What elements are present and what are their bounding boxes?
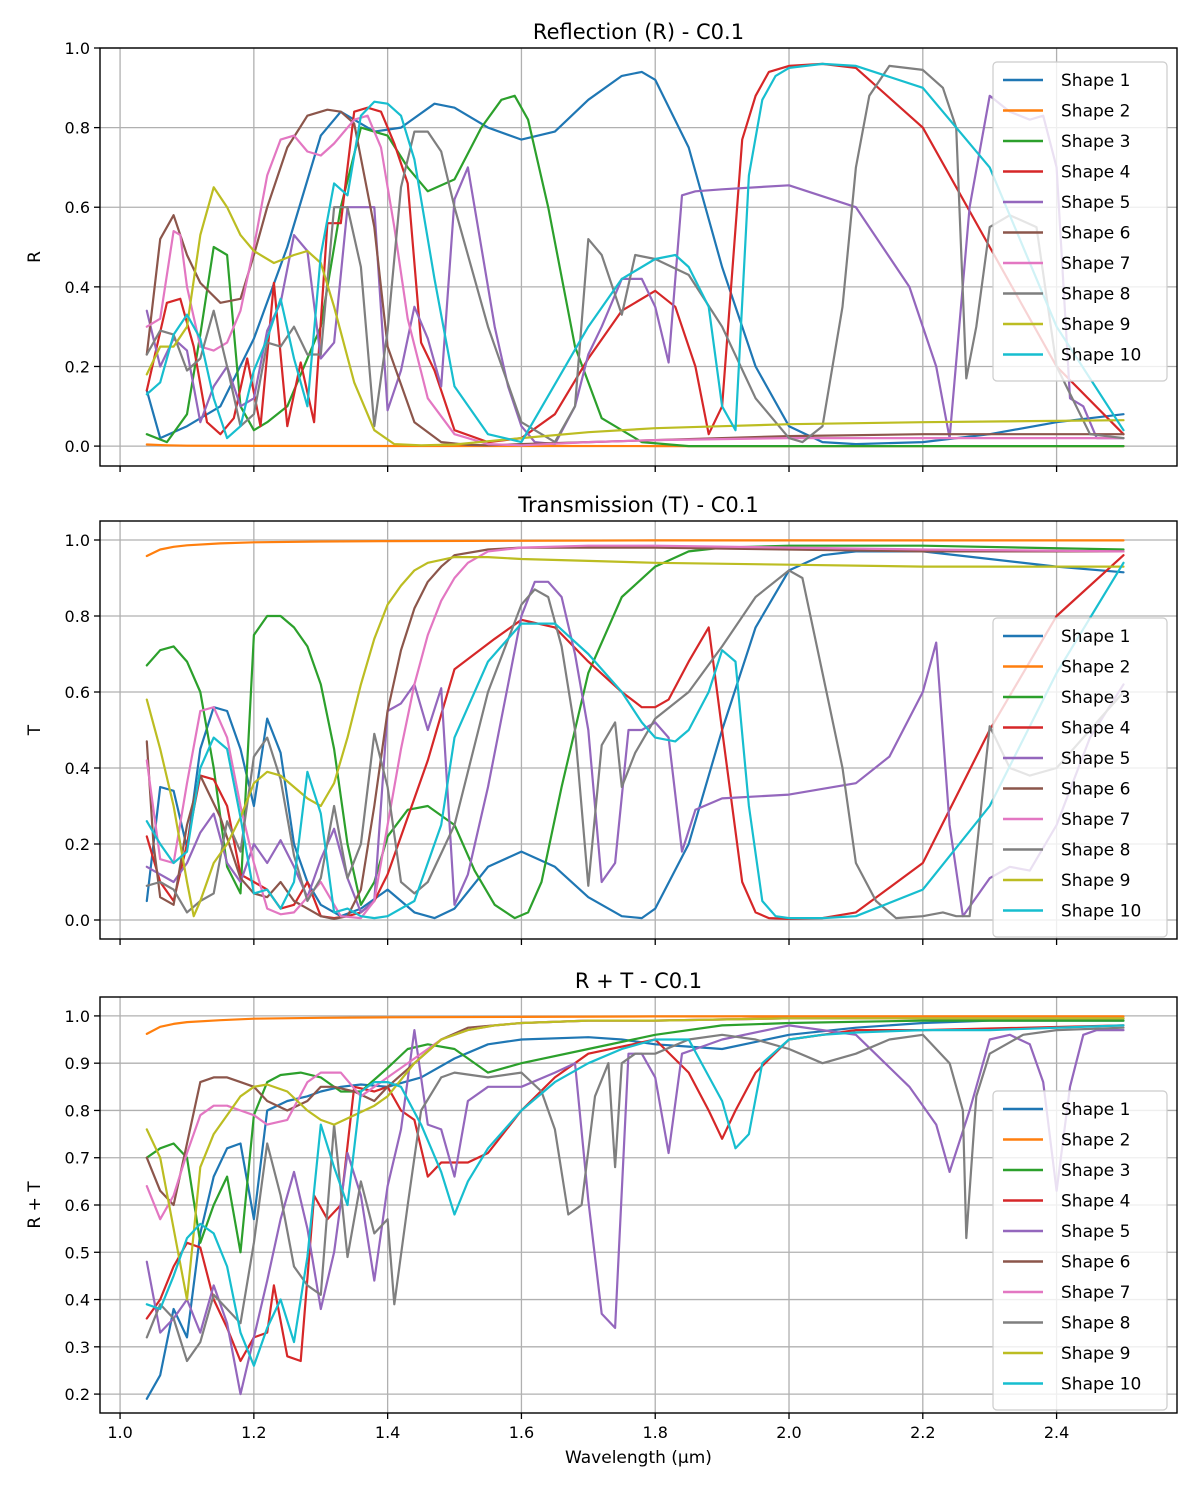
legend-label: Shape 6 — [1061, 1253, 1130, 1273]
plot-frame — [99, 47, 1178, 467]
legend-label: Shape 8 — [1061, 1314, 1130, 1334]
legend-label: Shape 4 — [1061, 1192, 1130, 1212]
legend-label: Shape 10 — [1061, 902, 1141, 922]
series-line-shape-9 — [145, 186, 1125, 447]
legend: Shape 1 Shape 2 Shape 3 Shape 4 Shape 5 Shape… — [992, 617, 1168, 938]
series-line-shape-10 — [145, 561, 1125, 920]
legend-label: Shape 5 — [1061, 193, 1130, 213]
series-line-shape-3 — [145, 544, 1125, 920]
legend-label: Shape 8 — [1061, 841, 1130, 861]
series-group — [145, 539, 1125, 921]
legend-label: Shape 10 — [1061, 346, 1141, 366]
x-tick-label: 1.8 — [642, 1423, 667, 1442]
y-axis-label: R + T — [25, 1181, 45, 1229]
legend-label: Shape 1 — [1061, 71, 1130, 91]
legend-label: Shape 6 — [1061, 224, 1130, 244]
plot-frame — [99, 520, 1178, 940]
series-line-shape-7 — [145, 1017, 1125, 1221]
legend-label: Shape 4 — [1061, 719, 1130, 739]
series-group — [145, 1015, 1125, 1400]
y-tick-label: 0.9 — [65, 1054, 90, 1073]
series-line-shape-3 — [145, 94, 1125, 448]
x-tick-label: 2.4 — [1044, 1423, 1069, 1442]
legend-label: Shape 8 — [1061, 285, 1130, 305]
chart-title: R + T - C0.1 — [575, 969, 702, 993]
legend-label: Shape 3 — [1061, 688, 1130, 708]
legend-label: Shape 6 — [1061, 780, 1130, 800]
x-tick-label: 1.4 — [375, 1423, 400, 1442]
legend-label: Shape 1 — [1061, 627, 1130, 647]
y-tick-label: 0.3 — [65, 1338, 90, 1357]
series-line-shape-4 — [145, 62, 1125, 444]
legend-label: Shape 5 — [1061, 1222, 1130, 1242]
legend-label: Shape 3 — [1061, 1161, 1130, 1181]
legend-label: Shape 7 — [1061, 1283, 1130, 1303]
y-axis-label: R — [25, 251, 45, 263]
y-tick-label: 0.6 — [65, 683, 90, 702]
y-tick-label: 1.0 — [65, 531, 90, 550]
chart-panel-2: 0.0 0.2 0.4 0.6 0.8 1.0 Transmission (T) - C0.… — [25, 493, 1178, 945]
y-tick-label: 0.4 — [65, 759, 90, 778]
y-tick-label: 0.6 — [65, 1196, 90, 1215]
legend-label: Shape 9 — [1061, 1344, 1130, 1364]
y-tick-label: 0.8 — [65, 607, 90, 626]
x-tick-label: 2.0 — [776, 1423, 801, 1442]
x-tick-label: 2.2 — [910, 1423, 935, 1442]
legend-label: Shape 10 — [1061, 1375, 1141, 1395]
series-line-shape-9 — [145, 555, 1125, 918]
legend-label: Shape 2 — [1061, 1131, 1130, 1151]
series-line-shape-8 — [145, 1026, 1125, 1363]
chart-title: Reflection (R) - C0.1 — [533, 20, 744, 44]
series-line-shape-3 — [145, 1019, 1125, 1254]
series-line-shape-1 — [145, 70, 1125, 446]
chart-panel-3: 1.0 1.2 1.4 1.6 1.8 2.0 2.2 2.4 0.2 0.3 0.4 0.5 0.6 0… — [25, 969, 1178, 1468]
series-line-shape-10 — [145, 62, 1125, 444]
y-tick-label: 0.8 — [65, 119, 90, 138]
legend-label: Shape 1 — [1061, 1100, 1130, 1120]
y-tick-label: 0.8 — [65, 1101, 90, 1120]
y-tick-label: 0.6 — [65, 198, 90, 217]
series-line-shape-8 — [145, 64, 1125, 444]
series-group — [145, 62, 1125, 448]
legend: Shape 1 Shape 2 Shape 3 Shape 4 Shape 5 Shape… — [992, 61, 1168, 382]
legend-label: Shape 4 — [1061, 163, 1130, 183]
y-tick-label: 0.0 — [65, 437, 90, 456]
y-tick-label: 1.0 — [65, 1007, 90, 1026]
y-tick-label: 0.4 — [65, 1291, 90, 1310]
legend-label: Shape 2 — [1061, 658, 1130, 678]
y-tick-label: 0.0 — [65, 911, 90, 930]
y-tick-label: 0.2 — [65, 1385, 90, 1404]
legend-label: Shape 9 — [1061, 315, 1130, 335]
series-line-shape-7 — [145, 544, 1125, 920]
legend: Shape 1 Shape 2 Shape 3 Shape 4 Shape 5 Shape… — [992, 1090, 1168, 1411]
series-line-shape-8 — [145, 569, 1125, 920]
x-tick-label: 1.2 — [241, 1423, 266, 1442]
series-line-shape-2 — [145, 1015, 1125, 1036]
y-tick-label: 0.2 — [65, 357, 90, 376]
legend-label: Shape 3 — [1061, 132, 1130, 152]
chart-title: Transmission (T) - C0.1 — [517, 493, 759, 517]
series-line-shape-10 — [145, 1024, 1125, 1367]
y-axis-label: T — [25, 724, 45, 736]
x-tick-label: 1.0 — [107, 1423, 132, 1442]
series-line-shape-5 — [145, 1024, 1125, 1396]
x-axis-label: Wavelength (µm) — [565, 1448, 712, 1468]
legend-label: Shape 9 — [1061, 871, 1130, 891]
series-line-shape-2 — [145, 539, 1125, 558]
series-line-shape-4 — [145, 1024, 1125, 1363]
y-tick-label: 0.2 — [65, 835, 90, 854]
y-tick-label: 0.7 — [65, 1149, 90, 1168]
legend-label: Shape 7 — [1061, 254, 1130, 274]
y-tick-label: 0.4 — [65, 278, 90, 297]
y-tick-label: 1.0 — [65, 39, 90, 58]
legend-label: Shape 5 — [1061, 749, 1130, 769]
x-tick-label: 1.6 — [509, 1423, 534, 1442]
legend-label: Shape 2 — [1061, 102, 1130, 122]
series-line-shape-9 — [145, 1017, 1125, 1301]
legend-label: Shape 7 — [1061, 810, 1130, 830]
chart-panel-1: 0.0 0.2 0.4 0.6 0.8 1.0 Reflection (R) - C0.1 R… — [25, 20, 1178, 472]
y-tick-label: 0.5 — [65, 1243, 90, 1262]
series-line-shape-5 — [145, 580, 1125, 918]
